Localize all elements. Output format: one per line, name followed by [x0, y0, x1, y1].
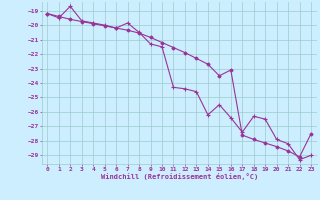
X-axis label: Windchill (Refroidissement éolien,°C): Windchill (Refroidissement éolien,°C) [100, 173, 258, 180]
